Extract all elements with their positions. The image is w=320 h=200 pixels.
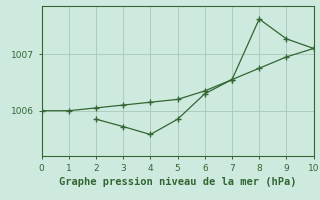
X-axis label: Graphe pression niveau de la mer (hPa): Graphe pression niveau de la mer (hPa): [59, 177, 296, 187]
